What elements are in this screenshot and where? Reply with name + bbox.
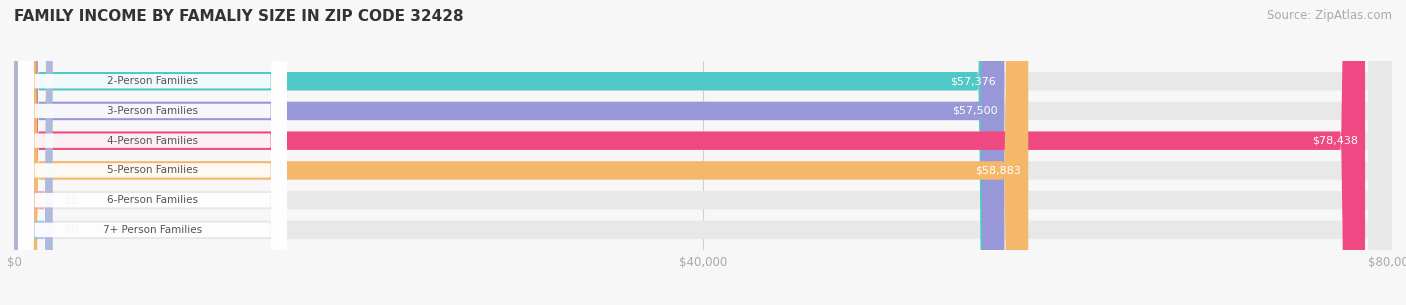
Text: 4-Person Families: 4-Person Families <box>107 136 198 146</box>
Text: FAMILY INCOME BY FAMALIY SIZE IN ZIP CODE 32428: FAMILY INCOME BY FAMALIY SIZE IN ZIP COD… <box>14 9 464 24</box>
Text: Source: ZipAtlas.com: Source: ZipAtlas.com <box>1267 9 1392 22</box>
FancyBboxPatch shape <box>14 0 1392 305</box>
FancyBboxPatch shape <box>14 0 1028 305</box>
FancyBboxPatch shape <box>14 0 52 305</box>
FancyBboxPatch shape <box>14 0 1392 305</box>
FancyBboxPatch shape <box>14 0 52 305</box>
Text: $57,376: $57,376 <box>949 76 995 86</box>
Text: 6-Person Families: 6-Person Families <box>107 195 198 205</box>
FancyBboxPatch shape <box>14 0 1392 305</box>
FancyBboxPatch shape <box>18 0 287 305</box>
Text: 3-Person Families: 3-Person Families <box>107 106 198 116</box>
FancyBboxPatch shape <box>18 0 287 305</box>
Text: 7+ Person Families: 7+ Person Families <box>103 225 202 235</box>
FancyBboxPatch shape <box>14 0 1392 305</box>
FancyBboxPatch shape <box>18 0 287 305</box>
FancyBboxPatch shape <box>14 0 1004 305</box>
FancyBboxPatch shape <box>14 0 1365 305</box>
Text: $58,883: $58,883 <box>976 165 1021 175</box>
Text: $57,500: $57,500 <box>952 106 997 116</box>
FancyBboxPatch shape <box>14 0 1392 305</box>
FancyBboxPatch shape <box>14 0 1392 305</box>
FancyBboxPatch shape <box>18 0 287 305</box>
Text: $0: $0 <box>63 225 77 235</box>
FancyBboxPatch shape <box>18 0 287 305</box>
FancyBboxPatch shape <box>14 0 1002 305</box>
Text: $0: $0 <box>63 195 77 205</box>
FancyBboxPatch shape <box>18 0 287 305</box>
Text: 5-Person Families: 5-Person Families <box>107 165 198 175</box>
Text: $78,438: $78,438 <box>1312 136 1358 146</box>
Text: 2-Person Families: 2-Person Families <box>107 76 198 86</box>
